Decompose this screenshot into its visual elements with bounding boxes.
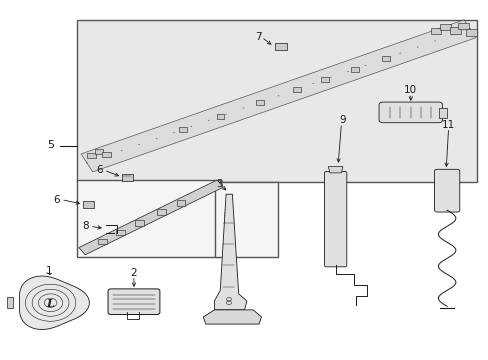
Bar (157, 210, 166, 215)
Polygon shape (7, 297, 13, 308)
Bar (457, 23, 468, 30)
Bar (255, 100, 263, 105)
Text: 3: 3 (216, 179, 223, 189)
Bar (274, 42, 286, 50)
Bar (215, 182, 278, 257)
Bar (77, 20, 476, 182)
Text: L: L (46, 298, 54, 309)
Bar (320, 77, 328, 82)
FancyBboxPatch shape (434, 169, 459, 212)
FancyBboxPatch shape (324, 171, 346, 267)
Text: 5: 5 (47, 140, 54, 150)
Text: 1: 1 (46, 266, 52, 276)
Bar (179, 127, 186, 132)
Bar (95, 149, 103, 154)
Polygon shape (81, 20, 475, 172)
Bar (102, 152, 110, 157)
Polygon shape (328, 166, 342, 173)
Polygon shape (20, 276, 89, 329)
Text: 7: 7 (254, 32, 261, 42)
Bar (135, 220, 143, 226)
FancyBboxPatch shape (108, 289, 160, 315)
Text: 6: 6 (54, 194, 60, 204)
Text: 6: 6 (97, 165, 103, 175)
Text: 8: 8 (82, 221, 89, 231)
Text: 4: 4 (223, 208, 229, 218)
Polygon shape (79, 180, 223, 255)
Bar (122, 174, 132, 181)
Bar (440, 24, 450, 30)
Text: 10: 10 (404, 85, 416, 95)
Bar (116, 230, 124, 235)
Bar (83, 201, 94, 208)
Bar (350, 67, 358, 72)
Bar (438, 108, 447, 118)
Bar (176, 200, 185, 206)
Bar (430, 28, 441, 35)
Text: 2: 2 (130, 268, 137, 278)
Bar (465, 29, 476, 36)
Text: 11: 11 (441, 120, 454, 130)
Polygon shape (203, 310, 261, 324)
Text: 9: 9 (339, 115, 346, 125)
Bar (449, 27, 460, 34)
Bar (382, 56, 389, 60)
Bar (216, 114, 224, 118)
Bar (293, 87, 301, 92)
Bar (87, 153, 96, 158)
FancyBboxPatch shape (378, 102, 442, 123)
Bar (98, 239, 106, 244)
Polygon shape (214, 194, 246, 310)
Bar (77, 180, 220, 257)
